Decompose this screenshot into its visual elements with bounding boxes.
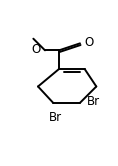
Text: O: O: [85, 36, 94, 49]
Text: O: O: [32, 43, 41, 56]
Text: Br: Br: [87, 95, 100, 108]
Text: Br: Br: [49, 111, 62, 124]
